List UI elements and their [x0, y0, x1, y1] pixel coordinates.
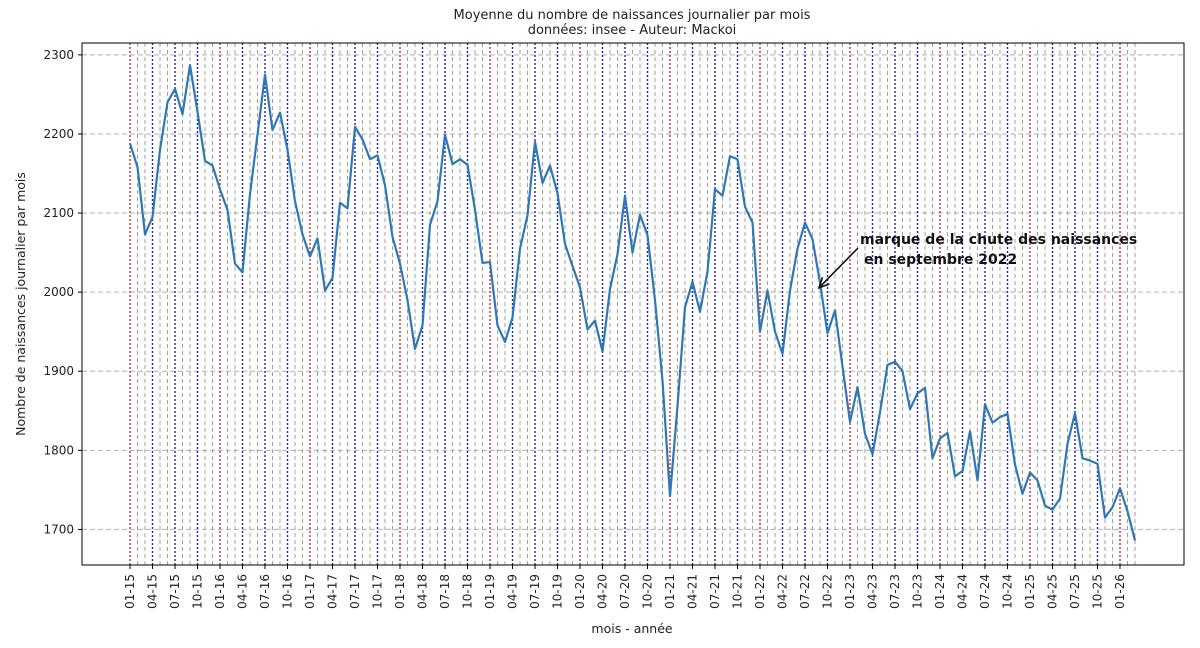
- x-tick-label: 04-21: [686, 574, 700, 609]
- annotation-arrow: [818, 247, 859, 289]
- annotation: marque de la chute des naissances en sep…: [817, 232, 1137, 290]
- series-line: [128, 64, 1137, 541]
- x-tick-label: 01-26: [1113, 574, 1127, 609]
- x-tick-label: 04-17: [326, 574, 340, 609]
- x-tick-label: 07-25: [1068, 574, 1082, 609]
- x-tick-label: 01-24: [933, 574, 947, 609]
- axes: [81, 42, 1185, 566]
- month-vertical-lines: [129, 43, 1136, 565]
- x-tick-label: 04-23: [866, 574, 880, 609]
- y-tick-label: 2100: [43, 206, 74, 220]
- x-tick-label: 01-23: [843, 574, 857, 609]
- x-axis-label: mois - année: [591, 621, 672, 636]
- x-tick-label: 04-20: [596, 574, 610, 609]
- x-tick-label: 07-22: [798, 574, 812, 609]
- x-tick-label: 04-25: [1046, 574, 1060, 609]
- x-tick-label: 07-19: [528, 574, 542, 609]
- x-tick-label: 07-18: [438, 574, 452, 609]
- x-tick-label: 01-19: [483, 574, 497, 609]
- annotation-text-line1: marque de la chute des naissances: [860, 232, 1137, 248]
- x-tick-label: 04-16: [236, 574, 250, 609]
- x-tick-label: 04-18: [416, 574, 430, 609]
- annotation-text-line2: en septembre 2022: [864, 252, 1017, 268]
- y-tick-label: 1900: [43, 364, 74, 378]
- x-tick-label: 10-17: [371, 574, 385, 609]
- x-tick-label: 01-16: [213, 574, 227, 609]
- x-tick-label: 01-18: [393, 574, 407, 609]
- y-tick-label: 2000: [43, 285, 74, 299]
- x-tick-label: 10-23: [911, 574, 925, 609]
- x-axis-ticks: 01-15 04-15 07-15 10-15 01-16 04-16 07-16 10-16…: [123, 565, 1127, 609]
- x-tick-label: 07-16: [258, 574, 272, 609]
- x-tick-label: 01-22: [753, 574, 767, 609]
- x-tick-label: 07-23: [888, 574, 902, 609]
- x-tick-label: 10-24: [1001, 574, 1015, 609]
- x-tick-label: 07-20: [618, 574, 632, 609]
- x-tick-label: 10-16: [281, 574, 295, 609]
- x-tick-label: 01-25: [1023, 574, 1037, 609]
- y-tick-label: 1800: [43, 443, 74, 457]
- annotation-arrowhead: [817, 277, 830, 290]
- x-tick-label: 01-21: [663, 574, 677, 609]
- plot-frame: [81, 42, 1185, 566]
- y-tick-label: 2300: [43, 48, 74, 62]
- x-tick-label: 10-18: [461, 574, 475, 609]
- x-tick-label: 10-21: [731, 574, 745, 609]
- y-tick-label: 2200: [43, 127, 74, 141]
- x-tick-label: 01-17: [303, 574, 317, 609]
- x-tick-label: 01-20: [573, 574, 587, 609]
- x-tick-label: 04-22: [776, 574, 790, 609]
- x-tick-label: 01-15: [123, 574, 137, 609]
- x-tick-label: 10-15: [191, 574, 205, 609]
- y-axis-label: Nombre de naissances journalier par mois: [13, 172, 28, 436]
- x-tick-label: 07-24: [978, 574, 992, 609]
- x-tick-label: 10-20: [641, 574, 655, 609]
- x-tick-label: 10-22: [821, 574, 835, 609]
- y-tick-label: 1700: [43, 522, 74, 536]
- chart-subtitle: données: insee - Auteur: Mackoi: [528, 23, 737, 38]
- x-tick-label: 04-15: [146, 574, 160, 609]
- chart-title: Moyenne du nombre de naissances journali…: [454, 8, 811, 23]
- series-layer: [128, 64, 1137, 541]
- x-tick-label: 04-19: [506, 574, 520, 609]
- x-tick-label: 10-25: [1091, 574, 1105, 609]
- y-axis-ticks: 1700 1800 1900 2000 2100 2200 2300: [43, 48, 82, 536]
- x-tick-label: 07-21: [708, 574, 722, 609]
- x-tick-label: 04-24: [956, 574, 970, 609]
- x-tick-label: 10-19: [551, 574, 565, 609]
- x-tick-label: 07-15: [168, 574, 182, 609]
- x-tick-label: 07-17: [348, 574, 362, 609]
